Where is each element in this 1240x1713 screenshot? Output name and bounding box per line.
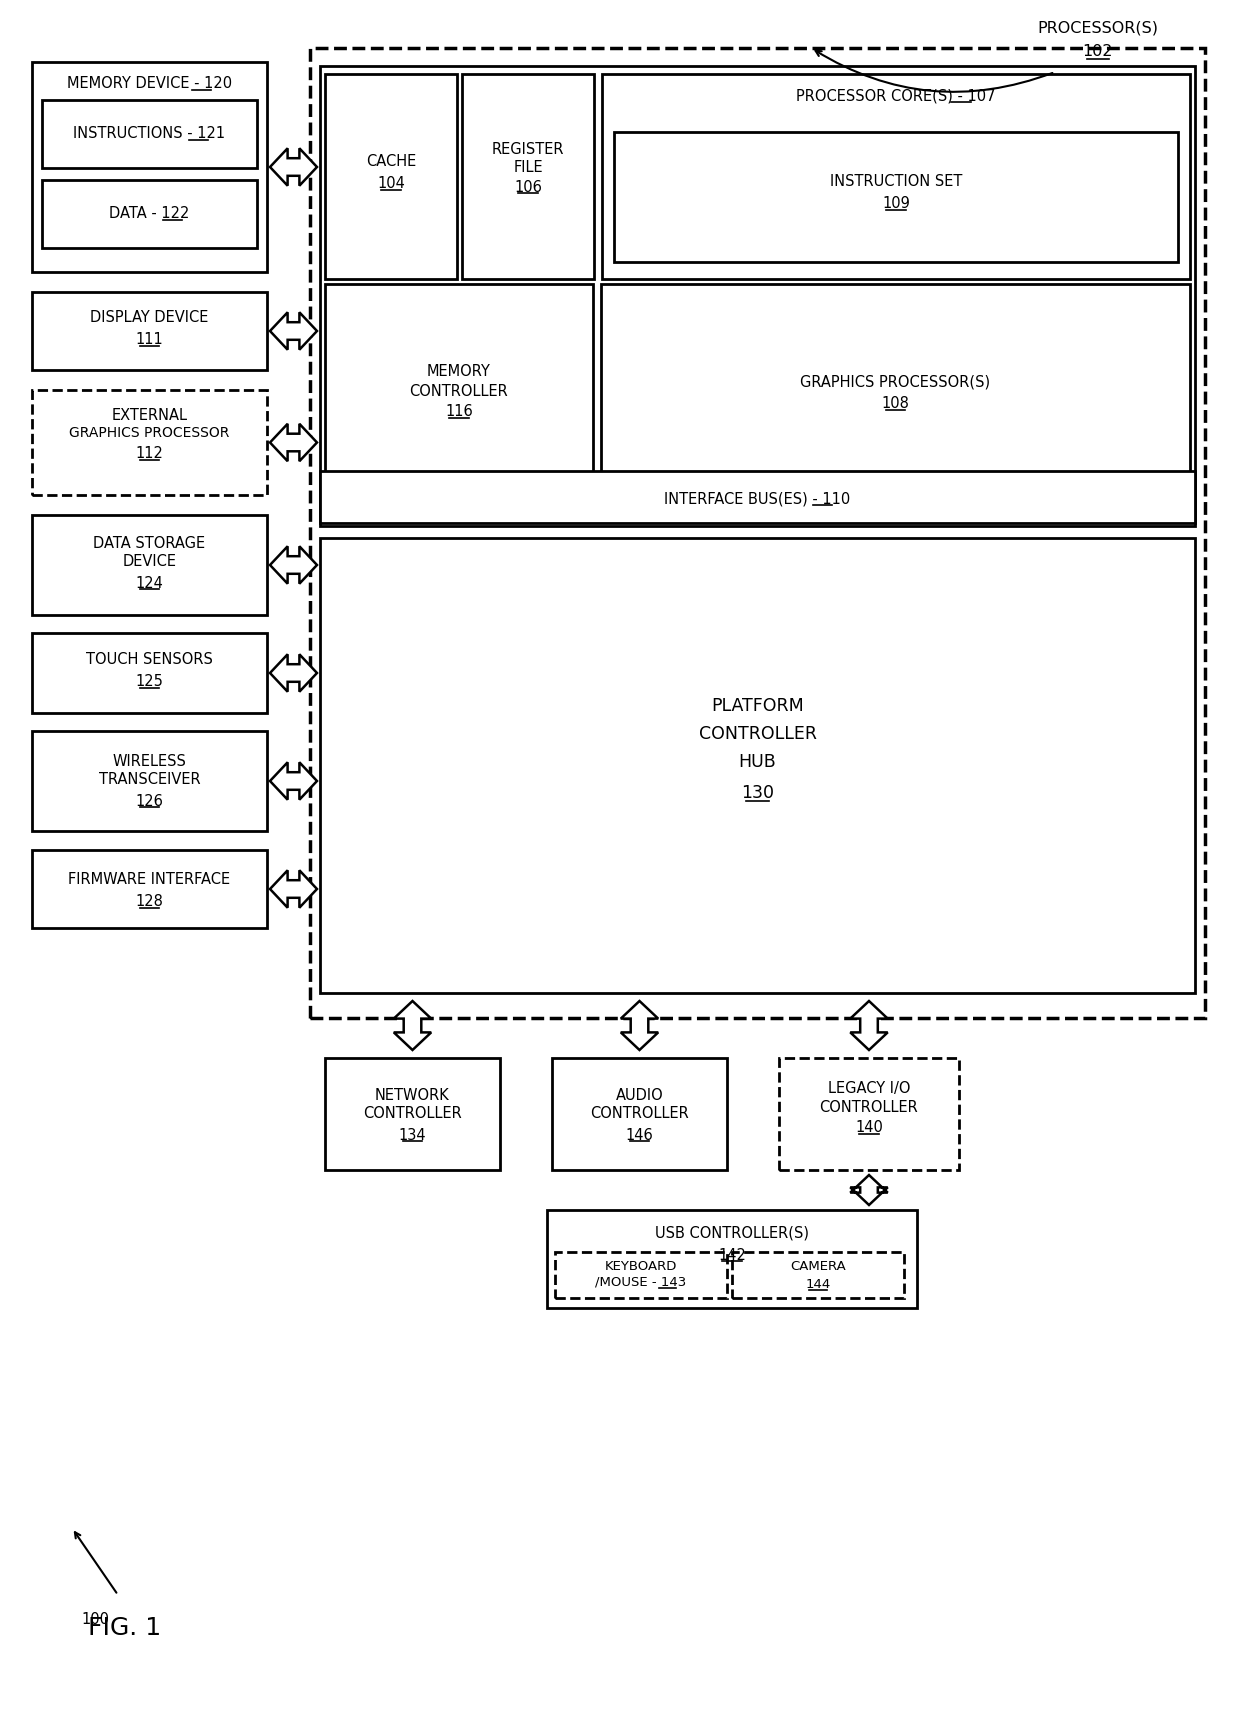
Text: 111: 111 — [135, 332, 164, 348]
Bar — [32, 291, 267, 370]
Text: 126: 126 — [135, 793, 164, 809]
Text: CONTROLLER: CONTROLLER — [363, 1107, 461, 1122]
Bar — [325, 74, 458, 279]
Text: PROCESSOR(S): PROCESSOR(S) — [1038, 21, 1158, 36]
Text: INTERFACE BUS(ES) - 110: INTERFACE BUS(ES) - 110 — [665, 492, 851, 507]
Text: 124: 124 — [135, 576, 164, 591]
Text: INSTRUCTION SET: INSTRUCTION SET — [830, 175, 962, 190]
Text: 140: 140 — [856, 1120, 883, 1136]
Text: /MOUSE - 143: /MOUSE - 143 — [595, 1276, 687, 1288]
Polygon shape — [270, 546, 317, 584]
Polygon shape — [621, 1000, 658, 1050]
Text: 130: 130 — [742, 785, 774, 802]
Bar — [601, 284, 1190, 512]
Text: CONTROLLER: CONTROLLER — [698, 725, 816, 743]
Text: 106: 106 — [515, 180, 542, 195]
Text: 108: 108 — [882, 396, 909, 411]
Text: FILE: FILE — [513, 159, 543, 175]
Text: EXTERNAL: EXTERNAL — [112, 408, 187, 423]
Polygon shape — [270, 762, 317, 800]
Bar — [32, 634, 267, 713]
Bar — [325, 1059, 500, 1170]
Text: 102: 102 — [1083, 45, 1114, 60]
Polygon shape — [270, 654, 317, 692]
Text: DEVICE: DEVICE — [123, 555, 176, 569]
Text: DISPLAY DEVICE: DISPLAY DEVICE — [91, 310, 208, 325]
Bar — [32, 850, 267, 928]
Text: 116: 116 — [445, 404, 472, 420]
Bar — [463, 74, 594, 279]
Bar — [32, 731, 267, 831]
Polygon shape — [270, 312, 317, 349]
Text: GRAPHICS PROCESSOR: GRAPHICS PROCESSOR — [69, 427, 229, 440]
Bar — [320, 538, 1195, 994]
Text: 109: 109 — [882, 197, 910, 211]
Text: 142: 142 — [718, 1247, 746, 1262]
Text: FIG. 1: FIG. 1 — [88, 1615, 161, 1639]
Text: 112: 112 — [135, 447, 164, 461]
Text: CONTROLLER: CONTROLLER — [590, 1107, 689, 1122]
Text: PROCESSOR CORE(S) - 107: PROCESSOR CORE(S) - 107 — [796, 89, 996, 103]
Polygon shape — [851, 1175, 888, 1204]
Text: 125: 125 — [135, 675, 164, 690]
Text: CAMERA: CAMERA — [790, 1259, 846, 1273]
Polygon shape — [270, 870, 317, 908]
Polygon shape — [394, 1000, 432, 1050]
Bar — [320, 67, 1195, 526]
Text: WIRELESS: WIRELESS — [113, 754, 186, 769]
Bar — [32, 516, 267, 615]
Text: GRAPHICS PROCESSOR(S): GRAPHICS PROCESSOR(S) — [801, 375, 991, 389]
Bar — [325, 284, 593, 512]
Text: MEMORY DEVICE - 120: MEMORY DEVICE - 120 — [67, 77, 232, 91]
Text: 144: 144 — [805, 1278, 831, 1290]
Text: AUDIO: AUDIO — [615, 1088, 663, 1103]
Polygon shape — [270, 149, 317, 185]
Polygon shape — [851, 1000, 888, 1050]
Text: 134: 134 — [399, 1127, 427, 1143]
Text: 128: 128 — [135, 894, 164, 910]
Text: CONTROLLER: CONTROLLER — [820, 1100, 919, 1115]
Text: INSTRUCTIONS - 121: INSTRUCTIONS - 121 — [73, 127, 226, 142]
Bar — [310, 48, 1205, 1018]
Polygon shape — [270, 423, 317, 461]
Text: MEMORY: MEMORY — [427, 365, 491, 380]
Text: 146: 146 — [626, 1127, 653, 1143]
Text: CONTROLLER: CONTROLLER — [409, 384, 508, 399]
Text: REGISTER: REGISTER — [492, 142, 564, 156]
Text: DATA STORAGE: DATA STORAGE — [93, 536, 206, 550]
Bar — [732, 1252, 904, 1298]
Text: HUB: HUB — [739, 754, 776, 771]
Bar — [320, 471, 1195, 522]
Bar — [556, 1252, 727, 1298]
Text: 100: 100 — [81, 1612, 109, 1627]
Text: USB CONTROLLER(S): USB CONTROLLER(S) — [655, 1225, 808, 1240]
Bar — [614, 132, 1178, 262]
Text: TRANSCEIVER: TRANSCEIVER — [99, 773, 201, 788]
Text: 104: 104 — [377, 176, 405, 192]
Bar — [42, 180, 257, 248]
Bar — [552, 1059, 727, 1170]
Text: LEGACY I/O: LEGACY I/O — [828, 1081, 910, 1096]
Bar — [32, 62, 267, 272]
Bar — [32, 391, 267, 495]
Text: DATA - 122: DATA - 122 — [109, 207, 190, 221]
Bar — [779, 1059, 959, 1170]
Bar — [547, 1209, 918, 1309]
Text: NETWORK: NETWORK — [376, 1088, 450, 1103]
Text: FIRMWARE INTERFACE: FIRMWARE INTERFACE — [68, 872, 231, 887]
Text: PLATFORM: PLATFORM — [711, 697, 804, 714]
Bar — [42, 99, 257, 168]
Bar — [601, 74, 1190, 279]
Text: CACHE: CACHE — [366, 154, 417, 170]
Text: KEYBOARD: KEYBOARD — [605, 1259, 677, 1273]
Text: TOUCH SENSORS: TOUCH SENSORS — [86, 653, 213, 668]
